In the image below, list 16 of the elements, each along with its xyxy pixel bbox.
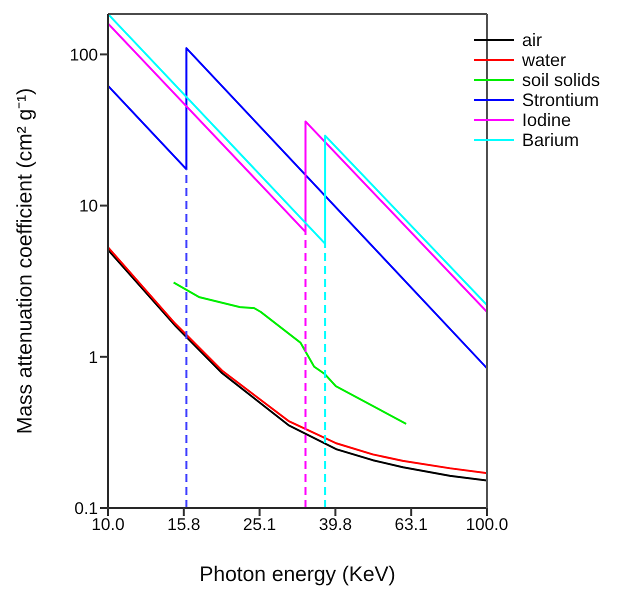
- x-tick-label: 39.8: [318, 515, 352, 534]
- y-tick-label: 100: [70, 45, 98, 64]
- legend-label: Strontium: [522, 90, 599, 110]
- x-tick-label: 25.1: [243, 515, 276, 534]
- legend-label: Iodine: [522, 110, 572, 130]
- x-tick-label: 15.8: [167, 515, 200, 534]
- x-axis-title: Photon energy (KeV): [199, 563, 396, 586]
- y-tick-label: 1: [88, 348, 98, 367]
- legend-label: water: [522, 50, 566, 70]
- x-tick-label: 100.0: [466, 515, 508, 534]
- y-tick-label: 10: [79, 196, 98, 216]
- legend-label: soil solids: [522, 70, 600, 90]
- y-axis-title: Mass attenuation coefficient (cm² g⁻¹): [13, 88, 36, 434]
- legend-label: Barium: [522, 130, 579, 150]
- x-tick-label: 63.1: [394, 515, 428, 534]
- legend-label: air: [522, 30, 542, 50]
